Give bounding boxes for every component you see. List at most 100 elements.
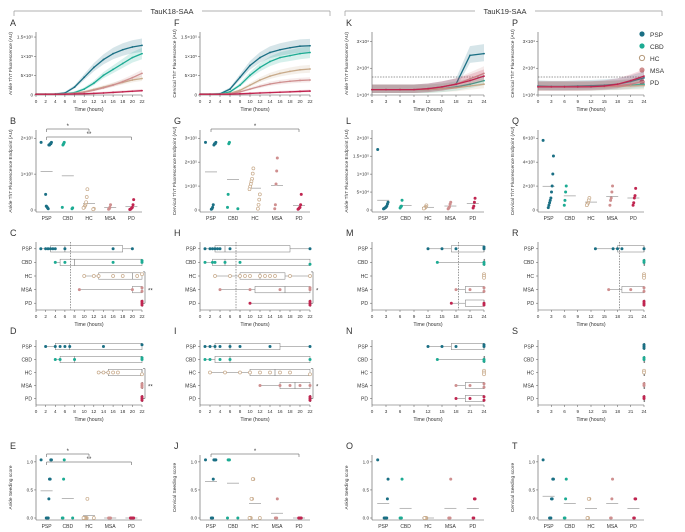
x-category-label: HC (251, 216, 259, 222)
significance-bracket (311, 368, 314, 399)
x-tick-label: 2 (209, 409, 212, 414)
series-point-psp (643, 77, 645, 79)
x-tick-label: 15 (439, 314, 445, 319)
x-category-label: CBD (565, 524, 576, 530)
data-point-msa (275, 156, 279, 160)
series-point-cbd (141, 52, 143, 55)
series-point-cbd (259, 66, 261, 69)
data-point-psp (39, 458, 43, 462)
data-point-hc (247, 516, 252, 520)
data-point-msa (482, 382, 486, 386)
box (465, 382, 485, 389)
y-category-label: CBD (523, 357, 534, 363)
series-point-msa (102, 87, 105, 89)
y-tick-label: 2×10⁵ (21, 136, 33, 141)
x-tick-label: 10 (82, 314, 88, 319)
data-point-pd (471, 516, 475, 520)
data-point-psp (211, 203, 215, 207)
data-point-hc (268, 274, 272, 278)
y-axis-title: Ankle ThT Fluorescence (AU) (8, 32, 14, 95)
data-point-psp (204, 140, 207, 144)
data-point-pd (472, 497, 476, 501)
data-point-hc (92, 516, 96, 520)
series-band-pd (372, 69, 484, 93)
data-point-pd (482, 303, 486, 307)
data-point-pd (634, 186, 638, 190)
y-tick-label: 3×10⁴ (523, 39, 535, 44)
series-point-psp (289, 46, 291, 49)
series-point-pd (259, 92, 261, 94)
y-tick-label: 2×10⁴ (357, 66, 369, 71)
data-point-psp (550, 497, 554, 501)
series-point-pd (299, 90, 301, 93)
series-point-pd (590, 85, 592, 88)
data-point-msa (308, 288, 312, 292)
y-tick-label: 1.5×10⁵ (181, 35, 197, 40)
x-tick-label: 22 (139, 314, 145, 319)
series-point-msa (83, 91, 86, 94)
data-point-hc (228, 274, 232, 278)
significance-bracket (46, 136, 132, 140)
y-tick-label: 0.5 (529, 487, 536, 492)
y-tick-label: 2×10⁵ (523, 184, 535, 189)
x-tick-label: 12 (257, 99, 263, 104)
y-tick-label: 0 (532, 208, 535, 213)
panel-a: A 0 2 4 6 8 10 12 14 16 18 20 22 0 5×10⁴ 1×10⁵ 1.5×10⁵ Ti… (8, 18, 145, 113)
data-point-cbd (398, 206, 402, 210)
series-point-pd (219, 93, 221, 96)
y-category-label: HC (361, 370, 369, 376)
series-point-pd (73, 93, 76, 95)
data-point-psp (440, 247, 444, 251)
y-category-label: HC (25, 370, 33, 376)
data-point-hc (213, 274, 217, 278)
legend-label: MSA (650, 68, 665, 75)
data-point-psp (548, 201, 552, 205)
x-category-label: PSP (206, 216, 217, 222)
y-category-label: PD (189, 301, 196, 307)
data-point-psp (130, 247, 134, 251)
y-category-label: CBD (523, 260, 534, 266)
x-tick-label: 16 (111, 409, 117, 414)
header-label-bg (142, 4, 202, 16)
series-point-cbd (121, 62, 124, 65)
x-tick-label: 0 (35, 314, 38, 319)
y-tick-label: 0.5 (191, 487, 198, 492)
series-point-msa (469, 77, 471, 80)
data-point-psp (268, 345, 272, 348)
x-tick-label: 12 (588, 314, 594, 319)
data-point-pd (632, 201, 636, 205)
data-point-psp (551, 477, 555, 481)
x-tick-label: 8 (239, 409, 242, 414)
x-axis-title: Time (hours) (413, 322, 442, 328)
y-category-label: PSP (22, 344, 33, 350)
data-point-pd (449, 301, 453, 305)
x-tick-label: 6 (64, 99, 67, 104)
series-point-pd (563, 86, 566, 88)
data-point-msa (446, 207, 450, 211)
series-point-msa (643, 80, 645, 83)
data-point-cbd (60, 516, 64, 520)
x-category-label: MSA (105, 216, 117, 222)
series-point-pd (64, 93, 66, 96)
data-point-cbd (61, 143, 65, 147)
x-tick-label: 14 (267, 99, 273, 104)
x-category-label: CBD (228, 216, 239, 222)
x-tick-label: 6 (64, 409, 67, 414)
data-point-msa (298, 384, 302, 387)
y-tick-label: 1.0 (27, 459, 34, 464)
x-tick-label: 22 (307, 314, 313, 319)
data-point-pd (132, 198, 136, 202)
x-category-label: PD (630, 216, 637, 222)
data-point-cbd (435, 358, 439, 361)
data-point-cbd (236, 516, 240, 520)
series-point-cbd (229, 90, 231, 93)
y-tick-label: 1×10⁵ (185, 54, 197, 59)
series-point-msa (131, 76, 134, 79)
data-point-msa (274, 182, 278, 186)
data-point-hc (268, 370, 272, 375)
x-tick-label: 18 (287, 99, 293, 104)
x-axis-title: Time (hours) (413, 107, 442, 113)
significance-bracket (143, 271, 146, 304)
data-point-hc (586, 496, 591, 501)
series-point-psp (141, 44, 143, 47)
